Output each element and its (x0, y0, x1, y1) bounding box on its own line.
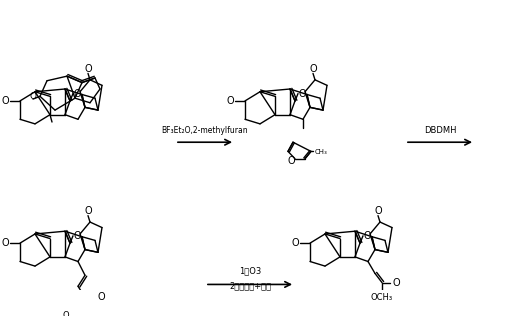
Text: O: O (374, 206, 382, 216)
Text: O: O (226, 96, 234, 106)
Text: O: O (309, 64, 317, 74)
Text: O: O (298, 88, 306, 99)
Text: O: O (30, 92, 37, 101)
Text: O: O (291, 238, 299, 248)
Text: O: O (1, 96, 9, 106)
Text: O: O (73, 231, 81, 241)
Text: O: O (363, 231, 371, 241)
Text: O: O (73, 88, 81, 99)
Text: 1）O3: 1）O3 (239, 266, 261, 275)
Text: O: O (63, 311, 70, 316)
Text: O: O (287, 155, 295, 166)
Text: O: O (84, 64, 92, 74)
Text: DBDMH: DBDMH (424, 126, 456, 135)
Text: BF₃Et₂O,2-methylfuran: BF₃Et₂O,2-methylfuran (161, 126, 249, 135)
Text: O: O (1, 238, 9, 248)
Text: 2）还原剂+甲醇: 2）还原剂+甲醇 (229, 281, 271, 290)
Text: OCH₃: OCH₃ (371, 293, 393, 302)
Text: O: O (84, 206, 92, 216)
Text: O: O (392, 277, 400, 288)
Text: CH₃: CH₃ (315, 149, 328, 155)
Text: O: O (97, 292, 105, 302)
